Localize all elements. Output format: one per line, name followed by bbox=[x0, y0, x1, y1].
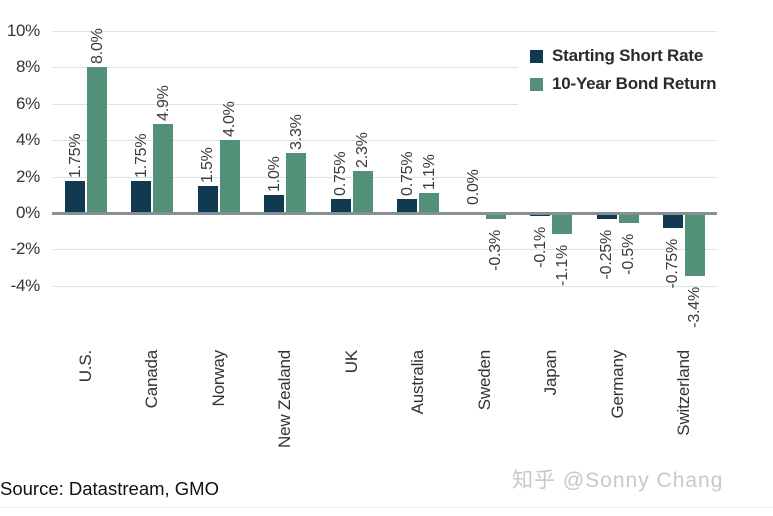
bar-new-zealand-s0 bbox=[264, 195, 284, 213]
bar-value-label: 1.0% bbox=[266, 156, 283, 192]
bar-switzerland-s0 bbox=[663, 214, 683, 228]
bar-value-label: 0.75% bbox=[332, 151, 349, 196]
bar-sweden-s1 bbox=[486, 214, 506, 219]
gridline bbox=[52, 67, 717, 68]
bar-value-label: -0.5% bbox=[620, 234, 637, 275]
x-axis-category-label: UK bbox=[342, 350, 361, 374]
source-note: Source: Datastream, GMO bbox=[0, 478, 219, 499]
bar-value-label: -0.1% bbox=[532, 227, 549, 268]
bar-value-label: 1.75% bbox=[67, 133, 84, 178]
bar-australia-s0 bbox=[397, 199, 417, 213]
gridline bbox=[52, 286, 717, 287]
watermark: 知乎 @Sonny Chang bbox=[512, 469, 724, 492]
bar-norway-s0 bbox=[198, 186, 218, 213]
x-axis-category-label: Switzerland bbox=[674, 350, 693, 436]
bar-canada-s0 bbox=[131, 181, 151, 213]
x-axis-category-label: Canada bbox=[142, 350, 161, 409]
y-axis-tick-label: -2% bbox=[10, 239, 41, 258]
legend-item: Starting Short Rate bbox=[530, 46, 716, 66]
y-axis-tick-label: 2% bbox=[16, 167, 40, 186]
x-axis-category-label: U.S. bbox=[76, 350, 95, 383]
bar-value-label: 2.3% bbox=[354, 132, 371, 168]
bar-u-s-s1 bbox=[87, 67, 107, 213]
y-axis-tick-label: -4% bbox=[10, 276, 41, 295]
bar-norway-s1 bbox=[220, 140, 240, 213]
legend-swatch-icon bbox=[530, 49, 543, 63]
bar-uk-s1 bbox=[353, 171, 373, 213]
bar-uk-s0 bbox=[331, 199, 351, 213]
x-axis-category-label: New Zealand bbox=[275, 350, 294, 448]
legend: Starting Short Rate 10-Year Bond Return bbox=[518, 36, 723, 108]
gridline bbox=[52, 249, 717, 250]
bar-value-label: 0.0% bbox=[465, 169, 482, 205]
bar-value-label: -0.3% bbox=[487, 230, 504, 271]
bar-switzerland-s1 bbox=[685, 214, 705, 276]
divider bbox=[0, 507, 773, 508]
gridline bbox=[52, 31, 717, 32]
y-axis-tick-label: 4% bbox=[16, 130, 40, 149]
bar-value-label: 8.0% bbox=[89, 28, 106, 64]
bar-value-label: 1.75% bbox=[133, 133, 150, 178]
y-axis-tick-label: 10% bbox=[6, 21, 40, 40]
bar-japan-s1 bbox=[552, 214, 572, 234]
bar-value-label: -1.1% bbox=[554, 245, 571, 286]
bar-canada-s1 bbox=[153, 124, 173, 213]
y-axis-tick-label: 8% bbox=[16, 57, 40, 76]
bar-value-label: 4.0% bbox=[221, 101, 238, 137]
bar-value-label: 3.3% bbox=[288, 114, 305, 150]
bar-value-label: 4.9% bbox=[155, 85, 172, 121]
x-axis-category-label: Japan bbox=[541, 350, 560, 396]
gridline bbox=[52, 104, 717, 105]
bar-japan-s0 bbox=[530, 214, 550, 216]
bar-germany-s1 bbox=[619, 214, 639, 223]
bar-value-label: 1.1% bbox=[421, 154, 438, 190]
bar-value-label: -0.75% bbox=[664, 239, 681, 289]
bar-australia-s1 bbox=[419, 193, 439, 213]
legend-label: 10-Year Bond Return bbox=[552, 74, 717, 93]
x-axis-category-label: Norway bbox=[209, 350, 228, 407]
legend-item: 10-Year Bond Return bbox=[530, 74, 717, 94]
zero-axis-line bbox=[52, 212, 717, 215]
bar-value-label: 0.75% bbox=[399, 151, 416, 196]
y-axis-tick-label: 6% bbox=[16, 94, 40, 113]
bar-u-s-s0 bbox=[65, 181, 85, 213]
legend-label: Starting Short Rate bbox=[552, 46, 704, 65]
bar-germany-s0 bbox=[597, 214, 617, 219]
x-axis-category-label: Sweden bbox=[475, 350, 494, 411]
bar-new-zealand-s1 bbox=[286, 153, 306, 213]
x-axis-category-label: Germany bbox=[608, 350, 627, 419]
x-axis-category-label: Australia bbox=[408, 350, 427, 415]
bar-value-label: 1.5% bbox=[199, 147, 216, 183]
legend-swatch-icon bbox=[530, 77, 543, 91]
bar-value-label: -0.25% bbox=[598, 230, 615, 280]
y-axis-tick-label: 0% bbox=[16, 203, 40, 222]
gridline bbox=[52, 140, 717, 141]
gridline bbox=[52, 177, 717, 178]
